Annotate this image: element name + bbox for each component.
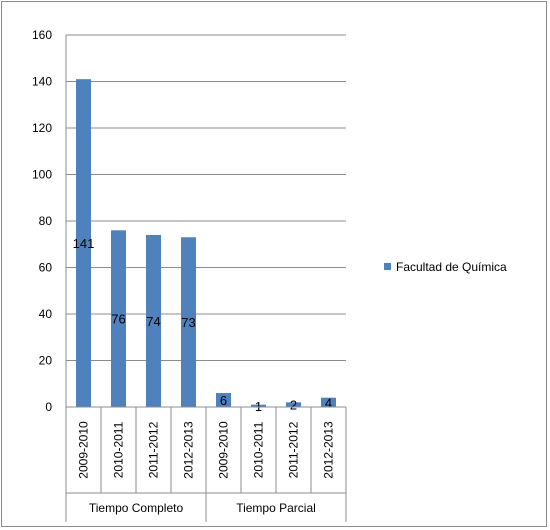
y-tick-label: 100 xyxy=(32,168,52,182)
bar xyxy=(146,234,161,407)
bar xyxy=(286,402,301,407)
bar xyxy=(181,237,196,407)
x-tick-label: 2012-2013 xyxy=(322,421,336,479)
data-label: 74 xyxy=(146,314,160,329)
y-tick-label: 140 xyxy=(32,75,52,89)
y-tick-label: 40 xyxy=(39,307,53,321)
data-label: 6 xyxy=(220,393,227,408)
y-tick-label: 160 xyxy=(32,28,52,42)
y-tick-label: 60 xyxy=(39,261,53,275)
x-tick-label: 2012-2013 xyxy=(182,421,196,479)
group-label: Tiempo Parcial xyxy=(236,501,316,515)
data-label: 76 xyxy=(111,312,125,327)
bar xyxy=(216,393,231,407)
bar xyxy=(111,230,126,407)
x-tick-label: 2009-2010 xyxy=(217,421,231,479)
y-tick-label: 20 xyxy=(39,354,53,368)
x-tick-label: 2011-2012 xyxy=(147,421,161,478)
group-label: Tiempo Completo xyxy=(89,501,184,515)
y-tick-label: 0 xyxy=(45,400,52,414)
y-tick-label: 80 xyxy=(39,214,53,228)
y-tick-label: 120 xyxy=(32,121,52,135)
bar xyxy=(321,397,336,407)
x-tick-label: 2011-2012 xyxy=(287,421,301,478)
data-label: 1 xyxy=(255,399,262,414)
x-tick-label: 2010-2011 xyxy=(252,421,266,478)
data-label: 73 xyxy=(181,315,195,330)
data-label: 4 xyxy=(325,395,332,410)
bar xyxy=(251,404,266,407)
x-tick-label: 2010-2011 xyxy=(112,421,126,478)
legend-label: Facultad de Química xyxy=(396,260,507,274)
data-label: 2 xyxy=(290,398,297,413)
data-label: 141 xyxy=(73,236,95,251)
legend-swatch xyxy=(384,263,391,270)
x-tick-label: 2009-2010 xyxy=(77,421,91,479)
bar xyxy=(76,79,91,408)
